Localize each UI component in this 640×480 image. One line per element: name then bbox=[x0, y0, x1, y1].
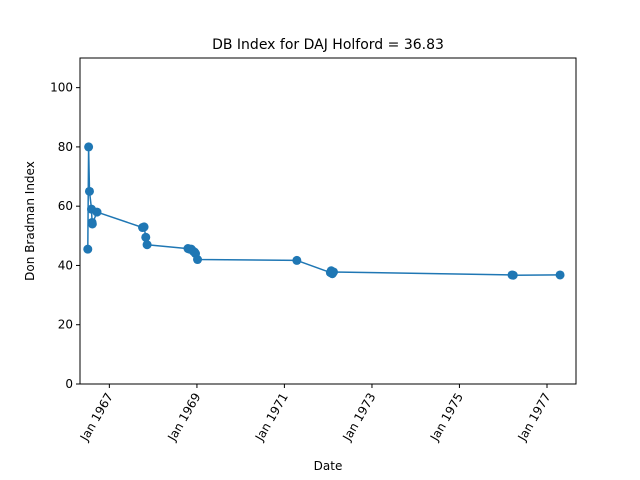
data-point bbox=[83, 244, 93, 254]
y-axis-label: Don Bradman Index bbox=[23, 161, 37, 281]
chart-title: DB Index for DAJ Holford = 36.83 bbox=[212, 37, 444, 53]
x-axis-label: Date bbox=[314, 459, 343, 473]
plot-frame bbox=[79, 57, 577, 385]
y-axis-ticks: 0 20 40 60 80 100 bbox=[50, 81, 80, 391]
data-point bbox=[84, 142, 94, 152]
y-tick-label: 80 bbox=[58, 140, 73, 154]
y-tick-label: 40 bbox=[58, 258, 73, 272]
data-point bbox=[141, 232, 151, 242]
data-point bbox=[92, 207, 102, 217]
data-point bbox=[555, 270, 565, 280]
y-tick-label: 20 bbox=[58, 318, 73, 332]
y-tick-label: 100 bbox=[50, 81, 73, 95]
y-tick-label: 0 bbox=[65, 377, 73, 391]
data-series bbox=[83, 142, 565, 280]
data-point bbox=[329, 267, 339, 277]
data-point bbox=[84, 186, 94, 196]
data-point bbox=[139, 222, 149, 232]
data-point bbox=[193, 255, 203, 265]
y-tick-label: 60 bbox=[58, 199, 73, 213]
data-point bbox=[508, 270, 518, 280]
data-point bbox=[142, 240, 152, 250]
data-point bbox=[87, 219, 97, 229]
data-point bbox=[292, 255, 302, 265]
